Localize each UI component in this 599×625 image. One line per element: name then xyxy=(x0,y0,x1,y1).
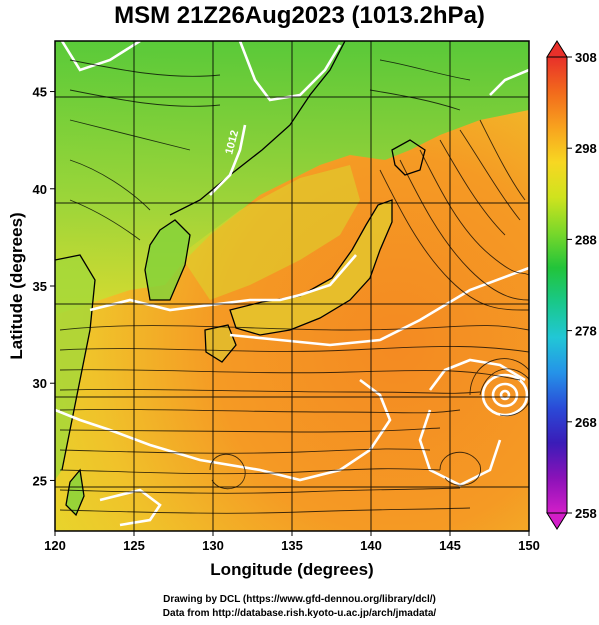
japan-sea-band xyxy=(180,165,360,300)
colorbar-tick-label: 278 xyxy=(575,324,597,339)
x-axis-label: Longitude (degrees) xyxy=(210,560,373,579)
colorbar-scale xyxy=(546,56,568,514)
x-tick-label: 140 xyxy=(360,538,382,553)
y-tick-label: 25 xyxy=(33,473,47,488)
credit-data-source: Data from http://database.rish.kyoto-u.a… xyxy=(162,608,437,619)
y-axis-label: Latitude (degrees) xyxy=(7,212,26,359)
colorbar-bottom-arrow xyxy=(546,512,568,530)
latitude-ticks: 25 30 35 40 45 xyxy=(33,85,55,488)
x-tick-label: 150 xyxy=(518,538,540,553)
x-tick-label: 120 xyxy=(44,538,66,553)
y-tick-label: 35 xyxy=(33,279,47,294)
x-tick-label: 125 xyxy=(123,538,145,553)
y-tick-label: 40 xyxy=(33,182,47,197)
colorbar: 308 298 288 278 268 258 xyxy=(546,40,597,530)
credit-drawing: Drawing by DCL (https://www.gfd-dennou.o… xyxy=(163,594,436,605)
colorbar-tick-label: 308 xyxy=(575,50,597,65)
land-korea xyxy=(145,220,190,300)
longitude-ticks: 120 125 130 135 140 145 150 xyxy=(44,531,540,553)
colorbar-tick-label: 268 xyxy=(575,415,597,430)
colorbar-tick-label: 288 xyxy=(575,232,597,247)
colorbar-top-arrow xyxy=(546,40,568,58)
colorbar-ticks: 308 298 288 278 268 258 xyxy=(567,50,597,521)
lat-lon-grid xyxy=(55,41,529,531)
colorbar-tick-label: 258 xyxy=(575,506,597,521)
x-tick-label: 130 xyxy=(202,538,224,553)
colorbar-tick-label: 298 xyxy=(575,141,597,156)
land-taiwan xyxy=(66,470,84,515)
map-title: MSM 21Z26Aug2023 (1013.2hPa) xyxy=(114,2,485,29)
x-tick-label: 135 xyxy=(281,538,303,553)
y-tick-label: 30 xyxy=(33,376,47,391)
x-tick-label: 145 xyxy=(439,538,461,553)
y-tick-label: 45 xyxy=(33,85,47,100)
china-coast xyxy=(55,255,95,480)
map-field: 1012 xyxy=(55,41,529,531)
